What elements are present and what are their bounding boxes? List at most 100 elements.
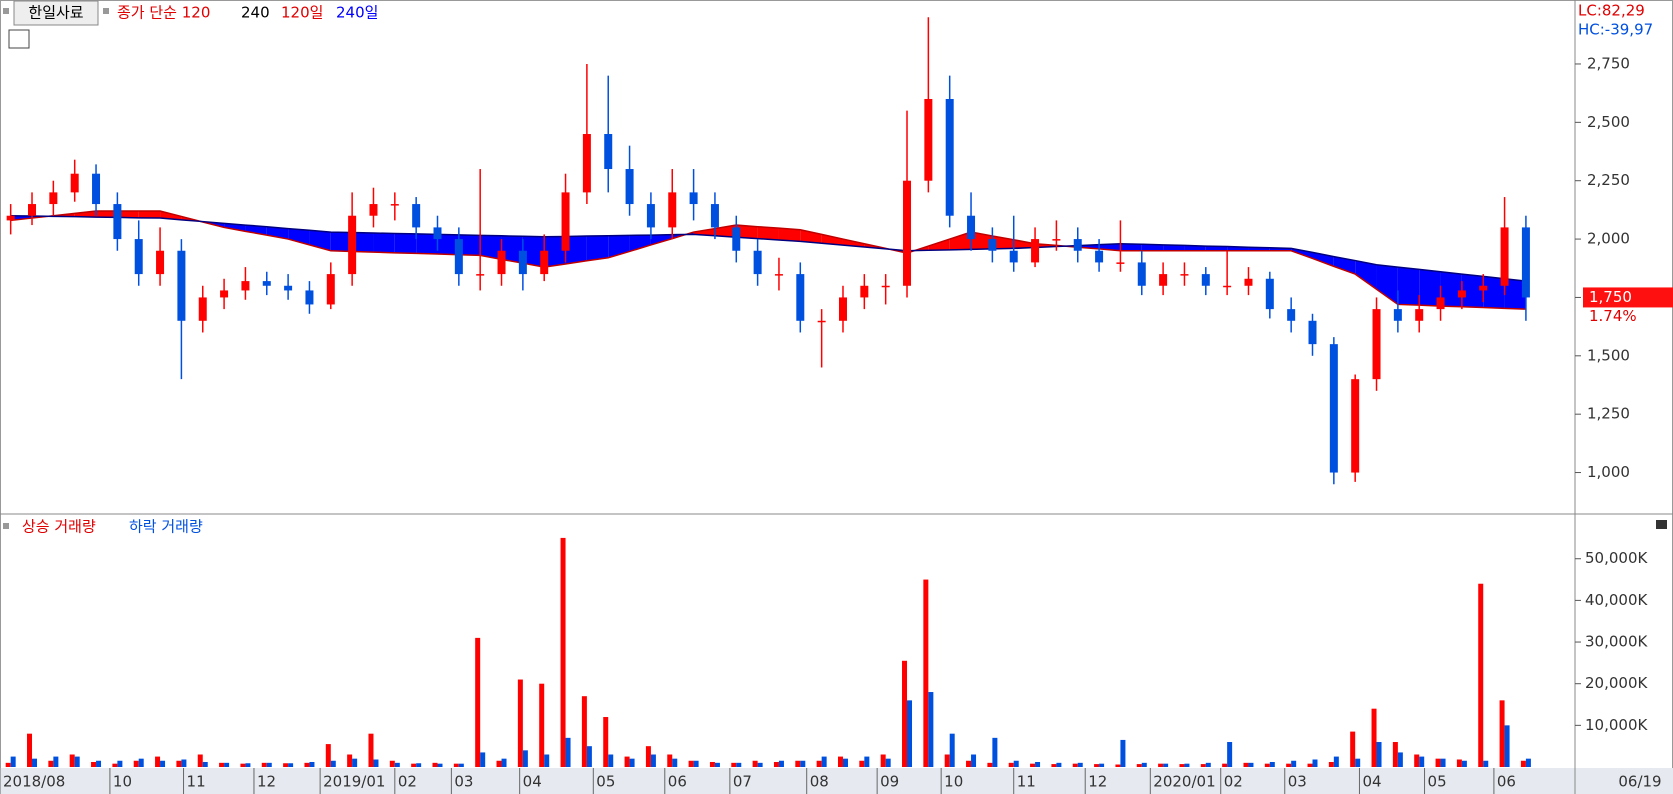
volume-bar (667, 754, 673, 767)
volume-bar (1008, 762, 1014, 767)
volume-bar (288, 763, 294, 767)
volume-bar (347, 754, 353, 767)
ma-ribbon (650, 234, 673, 245)
volume-bar (373, 759, 379, 767)
volume-bar (133, 760, 139, 767)
x-tick-label: 05 (596, 773, 615, 791)
volume-bar (944, 754, 950, 767)
y-tick-label: 30,000K (1585, 633, 1648, 651)
volume-bar (32, 758, 38, 767)
candle-body (156, 250, 165, 275)
candle-body (369, 204, 378, 216)
candle-body (1500, 227, 1509, 286)
x-tick-label: 11 (1017, 773, 1036, 791)
volume-bar (842, 758, 848, 767)
close-button[interactable] (1656, 520, 1667, 529)
candle-body (1351, 379, 1360, 473)
candle-body (1372, 309, 1381, 380)
candle-body (1244, 278, 1253, 286)
volume-bar (1115, 764, 1121, 767)
ma-ribbon (288, 228, 310, 245)
volume-bar (1099, 763, 1105, 767)
volume-bar (1525, 758, 1531, 767)
volume-bar (1184, 763, 1190, 767)
candle-body (881, 285, 890, 288)
ma-line (10, 214, 1526, 282)
volume-bar (773, 762, 779, 767)
volume-bar (816, 760, 822, 767)
volume-bar (987, 762, 993, 767)
candle-body (582, 134, 591, 193)
volume-bar (1456, 759, 1462, 767)
candle-body (113, 204, 122, 240)
volume-bar (714, 762, 720, 767)
x-tick-label: 02 (1224, 773, 1243, 791)
volume-bar (688, 760, 694, 767)
symbol-button[interactable] (13, 0, 99, 26)
volume-bar (522, 750, 528, 767)
volume-bar (266, 762, 272, 767)
volume-bar (368, 733, 374, 767)
volume-bar (117, 760, 123, 767)
legend-entry: 240일 (336, 4, 378, 22)
table-button[interactable] (8, 29, 30, 49)
x-tick-label: 07 (733, 773, 752, 791)
volume-bar (624, 756, 630, 767)
volume-bar (197, 754, 203, 767)
candle-body (134, 239, 143, 275)
ma-ribbon (586, 235, 609, 261)
volume-bar (971, 754, 977, 767)
volume-bar (1205, 762, 1211, 767)
volume-bar (586, 746, 592, 767)
candle-body (625, 169, 634, 205)
candle-body (1009, 250, 1018, 263)
volume-bar (53, 756, 59, 767)
ma-ribbon (224, 223, 246, 232)
volume-bar (864, 756, 870, 767)
annotation: LC:82,29 (1578, 2, 1645, 20)
volume-bar (74, 756, 80, 767)
volume-bar (1478, 583, 1484, 767)
volume-bar (1371, 708, 1377, 767)
volume-bar (859, 760, 865, 767)
volume-bar (544, 754, 550, 767)
candle-body (497, 250, 506, 275)
ma-ribbon (96, 211, 118, 218)
symbol-title[interactable]: 한일사료 (28, 4, 83, 22)
candle-body (433, 227, 442, 240)
volume-bar (437, 763, 443, 767)
volume-bar (1291, 760, 1297, 767)
volume-bar (1307, 763, 1313, 767)
volume-bar (880, 754, 886, 767)
y-tick-label: 10,000K (1585, 716, 1648, 734)
volume-bar (1499, 700, 1505, 767)
volume-bar (1227, 742, 1233, 767)
candle-body (988, 239, 997, 251)
volume-bar (501, 758, 507, 767)
volume-bar (219, 762, 225, 767)
ma-line (10, 210, 1526, 310)
volume-bar (1222, 763, 1228, 767)
ma-ribbon (394, 233, 417, 254)
y-tick-label: 1,250 (1587, 405, 1630, 423)
candle-body (476, 274, 485, 276)
volume-bar (389, 760, 395, 767)
candle-body (348, 215, 357, 275)
volume-bar (1200, 764, 1206, 767)
ma-ribbon (1333, 256, 1356, 275)
ma-ribbon (458, 234, 481, 256)
x-tick-label: 2019/01 (323, 773, 385, 791)
candle-body (198, 297, 207, 321)
ma-ribbon (352, 232, 374, 253)
ma-ribbon (373, 233, 395, 253)
candle-body (1180, 274, 1189, 276)
candle-body (1265, 278, 1274, 310)
volume-bar (907, 700, 913, 767)
candle-body (49, 192, 58, 205)
ma-ribbon (1397, 267, 1420, 306)
icon (103, 8, 109, 14)
candle-body (1095, 250, 1104, 263)
x-axis-bar (0, 768, 1673, 794)
candle-body (1521, 227, 1530, 298)
